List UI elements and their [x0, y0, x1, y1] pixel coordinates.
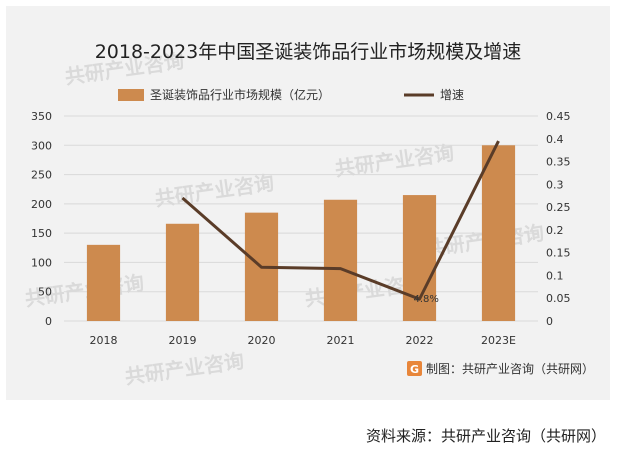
legend-line-label: 增速	[440, 88, 464, 102]
legend: 圣诞装饰品行业市场规模（亿元） 增速	[118, 87, 464, 102]
left-tick-label: 350	[31, 110, 52, 123]
legend-bar-swatch	[118, 89, 144, 101]
left-tick-label: 150	[31, 227, 52, 240]
left-axis: 0 50 100 150 200 250 300 350	[31, 110, 52, 328]
source-credit: 资料来源：共研产业咨询（共研网）	[365, 427, 606, 445]
x-tick-label: 2020	[248, 334, 276, 347]
bar-2021	[323, 199, 358, 321]
left-tick-label: 200	[31, 198, 52, 211]
right-tick-label: 0.4	[546, 133, 564, 146]
legend-bar-label: 圣诞装饰品行业市场规模（亿元）	[150, 87, 330, 102]
right-tick-label: 0.45	[546, 110, 571, 123]
made-by: G 制图：共研产业咨询（共研网）	[407, 361, 594, 376]
right-tick-label: 0.1	[546, 269, 564, 282]
left-tick-label: 50	[38, 286, 52, 299]
bar-2023E	[481, 145, 516, 321]
x-tick-label: 2019	[169, 334, 197, 347]
annotation-label: 4.8%	[414, 294, 439, 305]
right-axis: 0 0.05 0.1 0.15 0.2 0.25 0.3 0.35 0.4 0.45	[546, 110, 571, 328]
left-tick-label: 300	[31, 139, 52, 152]
x-axis: 2018 2019 2020 2021 2022 2023E	[90, 334, 517, 347]
chart: 共研产业咨询共研产业咨询共研产业咨询共研产业咨询共研产业咨询共研产业咨询共研产业…	[23, 41, 594, 389]
right-tick-label: 0.25	[546, 201, 571, 214]
x-tick-label: 2022	[406, 334, 434, 347]
left-tick-label: 100	[31, 256, 52, 269]
x-tick-label: 2021	[327, 334, 355, 347]
right-tick-label: 0.3	[546, 178, 564, 191]
right-tick-label: 0.05	[546, 292, 571, 305]
growth-line	[181, 140, 500, 301]
logo-icon	[407, 361, 422, 376]
x-tick-label: 2023E	[481, 334, 516, 347]
left-tick-label: 0	[45, 315, 52, 328]
left-tick-label: 250	[31, 169, 52, 182]
bar-2019	[165, 223, 200, 321]
right-tick-label: 0.35	[546, 156, 571, 169]
chart-frame: 共研产业咨询共研产业咨询共研产业咨询共研产业咨询共研产业咨询共研产业咨询共研产业…	[6, 6, 610, 400]
x-tick-label: 2018	[90, 334, 118, 347]
chart-title: 2018-2023年中国圣诞装饰品行业市场规模及增速	[95, 41, 522, 63]
bar-2018	[86, 244, 121, 321]
gridlines	[64, 115, 538, 322]
made-by-label: 制图：共研产业咨询（共研网）	[426, 361, 594, 376]
logo-mark: G	[410, 363, 419, 376]
watermark-6: 共研产业咨询	[123, 348, 245, 388]
right-tick-label: 0.2	[546, 224, 564, 237]
right-tick-label: 0.15	[546, 247, 571, 260]
watermark-1: 共研产业咨询	[153, 170, 275, 210]
right-tick-label: 0	[546, 315, 553, 328]
